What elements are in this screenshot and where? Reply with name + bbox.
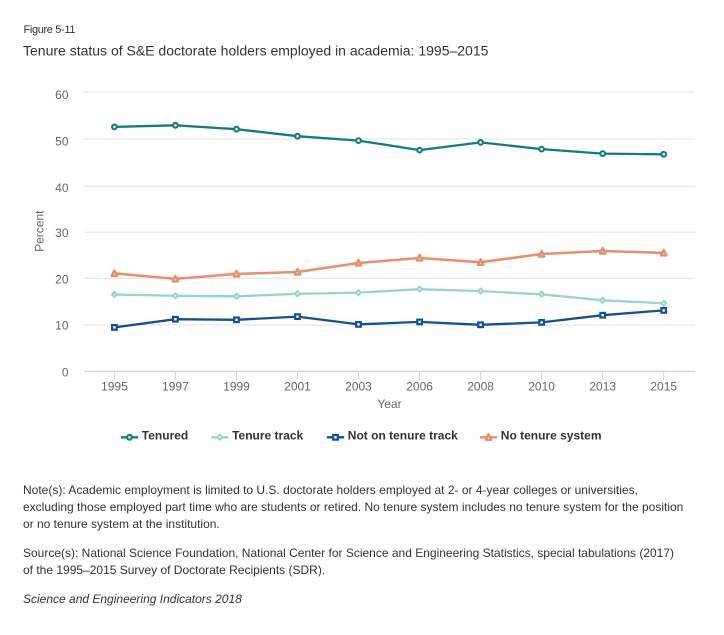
svg-text:Not on tenure track: Not on tenure track — [348, 429, 458, 443]
svg-text:2001: 2001 — [284, 380, 311, 394]
svg-text:Percent: Percent — [32, 210, 46, 252]
svg-text:Tenure status of S&E doctorate: Tenure status of S&E doctorate holders e… — [23, 42, 489, 58]
svg-text:60: 60 — [55, 88, 69, 102]
svg-text:Tenure track: Tenure track — [232, 429, 303, 443]
svg-text:Figure 5-11: Figure 5-11 — [24, 24, 76, 36]
svg-text:40: 40 — [55, 181, 69, 195]
svg-text:2010: 2010 — [528, 380, 555, 394]
svg-text:Science and Engineering Indica: Science and Engineering Indicators 2018 — [23, 592, 242, 606]
svg-text:or no tenure system at the ins: or no tenure system at the institution. — [23, 517, 220, 531]
svg-text:of the 1995–2015 Survey of Doc: of the 1995–2015 Survey of Doctorate Rec… — [23, 563, 325, 577]
svg-text:1997: 1997 — [162, 380, 189, 394]
svg-text:Source(s): National Science Fo: Source(s): National Science Foundation, … — [23, 546, 674, 560]
svg-text:0: 0 — [62, 365, 69, 379]
svg-text:50: 50 — [55, 135, 69, 149]
svg-text:10: 10 — [55, 319, 69, 333]
svg-text:30: 30 — [55, 226, 69, 240]
svg-text:1999: 1999 — [223, 380, 250, 394]
svg-text:2008: 2008 — [467, 380, 494, 394]
svg-text:Note(s): Academic employment i: Note(s): Academic employment is limited … — [23, 483, 638, 497]
svg-text:No tenure system: No tenure system — [501, 429, 602, 443]
svg-text:2006: 2006 — [406, 380, 433, 394]
svg-text:Tenured: Tenured — [142, 429, 188, 443]
svg-text:1995: 1995 — [101, 380, 128, 394]
svg-text:2015: 2015 — [650, 380, 677, 394]
svg-text:2003: 2003 — [345, 380, 372, 394]
svg-text:2013: 2013 — [589, 380, 616, 394]
svg-text:excluding those employed part: excluding those employed part time who a… — [23, 500, 683, 514]
svg-text:20: 20 — [55, 272, 69, 286]
svg-text:Year: Year — [377, 397, 401, 411]
